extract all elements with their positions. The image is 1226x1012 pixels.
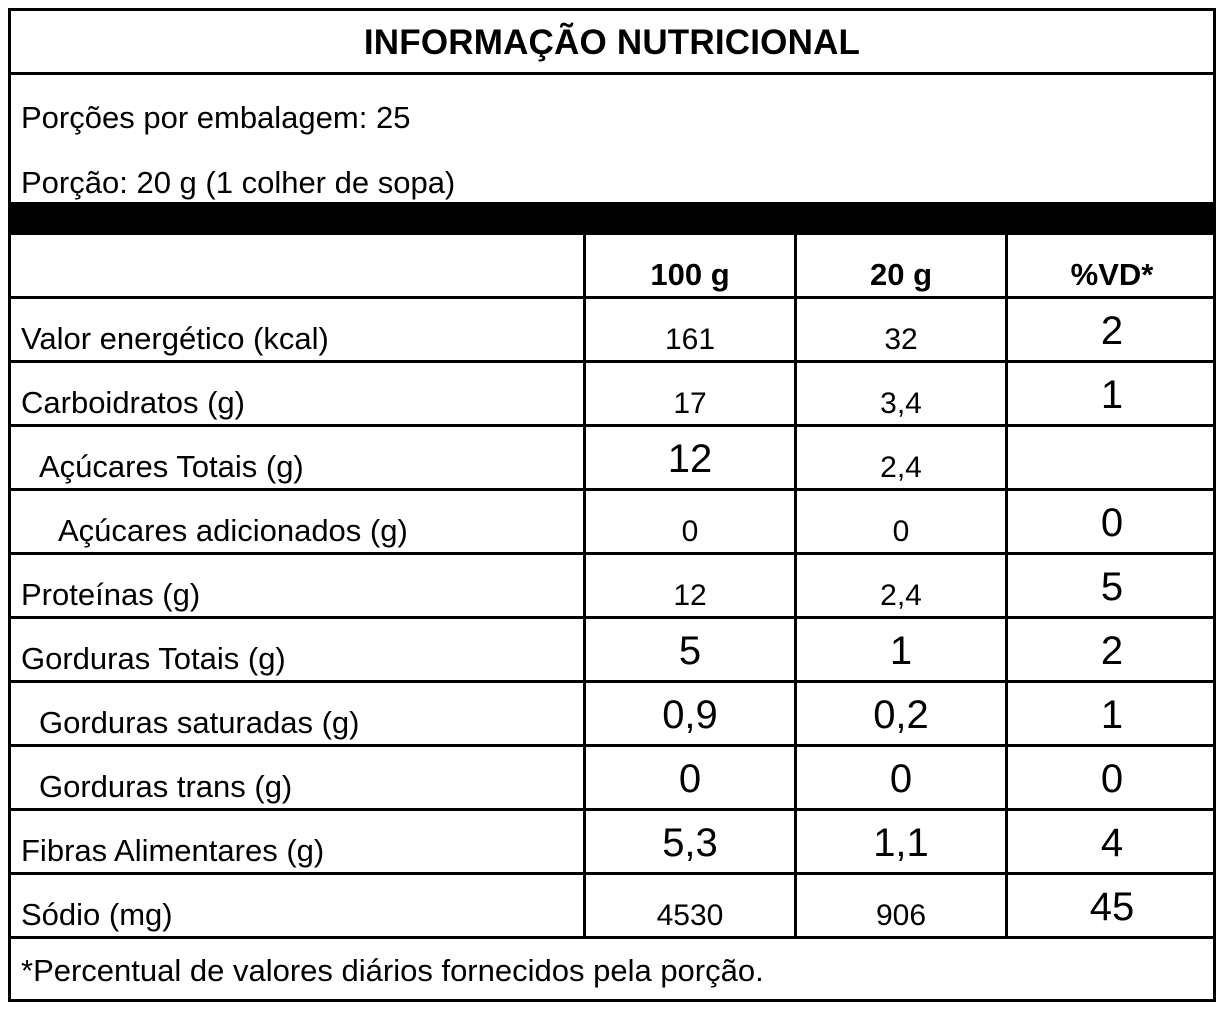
header-per-serving: 20 g [794, 235, 1005, 296]
value-daily-percent: 45 [1005, 875, 1216, 936]
value-per-100g: 5,3 [583, 811, 794, 872]
value-per-serving: 2,4 [794, 427, 1005, 488]
header-per-100g: 100 g [583, 235, 794, 296]
table-row: Açúcares Totais (g) 12 2,4 [11, 427, 1213, 491]
value-per-serving: 3,4 [794, 363, 1005, 424]
value-per-serving: 2,4 [794, 555, 1005, 616]
servings-per-package: Porções por embalagem: 25 [21, 100, 411, 135]
value-daily-percent: 2 [1005, 619, 1216, 680]
table-row: Sódio (mg) 4530 906 45 [11, 875, 1213, 939]
table-row: Proteínas (g) 12 2,4 5 [11, 555, 1213, 619]
label-title: INFORMAÇÃO NUTRICIONAL [363, 23, 861, 62]
value-per-100g: 0 [583, 491, 794, 552]
value-daily-percent [1005, 427, 1216, 488]
table-header-row: 100 g 20 g %VD* [11, 235, 1213, 299]
title-divider [11, 72, 1213, 75]
nutrient-name: Açúcares adicionados (g) [58, 513, 408, 548]
daily-value-footnote: *Percentual de valores diários fornecido… [21, 953, 764, 988]
value-per-serving: 1 [794, 619, 1005, 680]
value-per-serving: 1,1 [794, 811, 1005, 872]
nutrient-name: Gorduras trans (g) [39, 769, 293, 804]
value-daily-percent: 4 [1005, 811, 1216, 872]
table-row: Gorduras Totais (g) 5 1 2 [11, 619, 1213, 683]
nutrient-name: Proteínas (g) [21, 577, 201, 612]
value-per-serving: 32 [794, 299, 1005, 360]
value-per-100g: 0,9 [583, 683, 794, 744]
header-daily-value: %VD* [1005, 235, 1216, 296]
value-per-serving: 0,2 [794, 683, 1005, 744]
nutrient-name: Gorduras Totais (g) [21, 641, 286, 676]
value-daily-percent: 0 [1005, 747, 1216, 808]
value-per-100g: 12 [583, 427, 794, 488]
nutrition-facts-label: INFORMAÇÃO NUTRICIONAL Porções por embal… [8, 8, 1216, 1002]
value-per-100g: 17 [583, 363, 794, 424]
nutrition-table: 100 g 20 g %VD* Valor energético (kcal) … [11, 235, 1213, 939]
value-daily-percent: 1 [1005, 683, 1216, 744]
value-daily-percent: 0 [1005, 491, 1216, 552]
serving-size: Porção: 20 g (1 colher de sopa) [21, 165, 456, 200]
nutrient-name: Fibras Alimentares (g) [21, 833, 325, 868]
value-per-serving: 906 [794, 875, 1005, 936]
value-daily-percent: 2 [1005, 299, 1216, 360]
nutrient-name: Açúcares Totais (g) [39, 449, 304, 484]
value-daily-percent: 5 [1005, 555, 1216, 616]
table-row: Gorduras saturadas (g) 0,9 0,2 1 [11, 683, 1213, 747]
table-row: Fibras Alimentares (g) 5,3 1,1 4 [11, 811, 1213, 875]
thick-divider-bar [11, 202, 1213, 235]
value-per-100g: 161 [583, 299, 794, 360]
value-per-serving: 0 [794, 491, 1005, 552]
header-nutrient [11, 235, 583, 296]
value-per-100g: 12 [583, 555, 794, 616]
table-row: Gorduras trans (g) 0 0 0 [11, 747, 1213, 811]
nutrient-name: Gorduras saturadas (g) [39, 705, 360, 740]
nutrient-name: Valor energético (kcal) [21, 321, 329, 356]
value-per-100g: 5 [583, 619, 794, 680]
value-per-100g: 4530 [583, 875, 794, 936]
table-row: Carboidratos (g) 17 3,4 1 [11, 363, 1213, 427]
table-row: Valor energético (kcal) 161 32 2 [11, 299, 1213, 363]
value-daily-percent: 1 [1005, 363, 1216, 424]
value-per-100g: 0 [583, 747, 794, 808]
nutrient-name: Sódio (mg) [21, 897, 173, 932]
table-row: Açúcares adicionados (g) 0 0 0 [11, 491, 1213, 555]
value-per-serving: 0 [794, 747, 1005, 808]
nutrient-name: Carboidratos (g) [21, 385, 245, 420]
